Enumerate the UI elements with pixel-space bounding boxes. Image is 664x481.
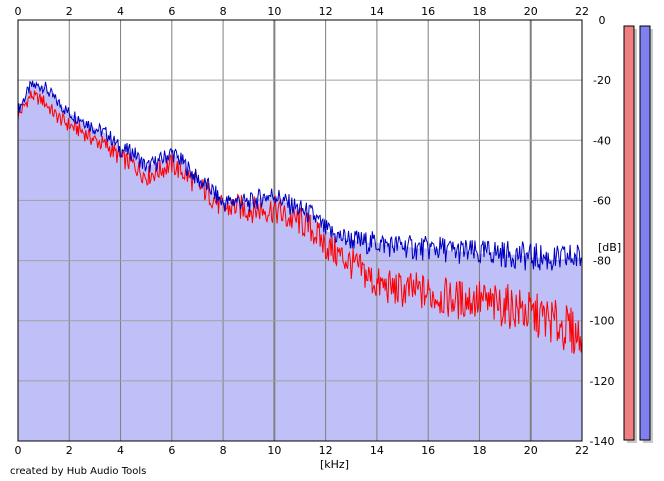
y-tick-label: -40	[593, 134, 611, 147]
plot-border	[17, 19, 583, 442]
x-tick-label-bottom: 6	[168, 444, 175, 457]
y-tick-label: -80	[593, 255, 611, 268]
y-tick-label: -60	[593, 194, 611, 207]
x-tick-label-top: 14	[370, 5, 384, 18]
x-tick-label-top: 16	[421, 5, 435, 18]
x-tick-label-bottom: 20	[524, 444, 538, 457]
y-ticks-right: 0 -20 -40 -60 -80 -100 -120 -140	[590, 14, 615, 448]
x-axis-label: [kHz]	[320, 458, 349, 471]
x-tick-label-bottom: 18	[472, 444, 486, 457]
x-ticks-bottom: 0 2 4 6 8 10 12 14 16 18 20 22	[15, 444, 590, 457]
x-tick-label-bottom: 10	[267, 444, 281, 457]
credit-text: created by Hub Audio Tools	[10, 466, 146, 477]
level-meter	[639, 25, 651, 441]
x-tick-label-top: 12	[319, 5, 333, 18]
x-tick-label-bottom: 12	[319, 444, 333, 457]
x-tick-label-bottom: 14	[370, 444, 384, 457]
grid	[18, 20, 582, 441]
x-tick-label-top: 4	[117, 5, 124, 18]
x-tick-label-bottom: 8	[220, 444, 227, 457]
x-tick-label-bottom: 22	[575, 444, 589, 457]
x-tick-label-bottom: 16	[421, 444, 435, 457]
y-tick-label: -100	[590, 315, 615, 328]
x-tick-label-top: 6	[168, 5, 175, 18]
y-axis-label: [dB]	[598, 241, 621, 254]
x-tick-label-top: 18	[472, 5, 486, 18]
x-tick-label-top: 10	[267, 5, 281, 18]
level-meters	[623, 25, 653, 443]
spectrum-lines	[17, 80, 583, 355]
y-tick-label: -140	[590, 435, 615, 448]
x-tick-label-top: 8	[220, 5, 227, 18]
x-tick-label-top: 20	[524, 5, 538, 18]
x-tick-label-bottom: 4	[117, 444, 124, 457]
x-tick-label-top: 2	[66, 5, 73, 18]
x-tick-label-bottom: 2	[66, 444, 73, 457]
y-tick-label: 0	[599, 14, 606, 27]
x-ticks-top: 0 2 4 6 8 10 12 14 16 18 20 22	[15, 5, 590, 18]
x-tick-label-top: 22	[575, 5, 589, 18]
y-tick-label: -20	[593, 74, 611, 87]
x-tick-label-bottom: 0	[15, 444, 22, 457]
x-tick-label-top: 0	[15, 5, 22, 18]
y-tick-label: -120	[590, 375, 615, 388]
level-meter	[623, 25, 635, 441]
series-line	[17, 80, 583, 271]
